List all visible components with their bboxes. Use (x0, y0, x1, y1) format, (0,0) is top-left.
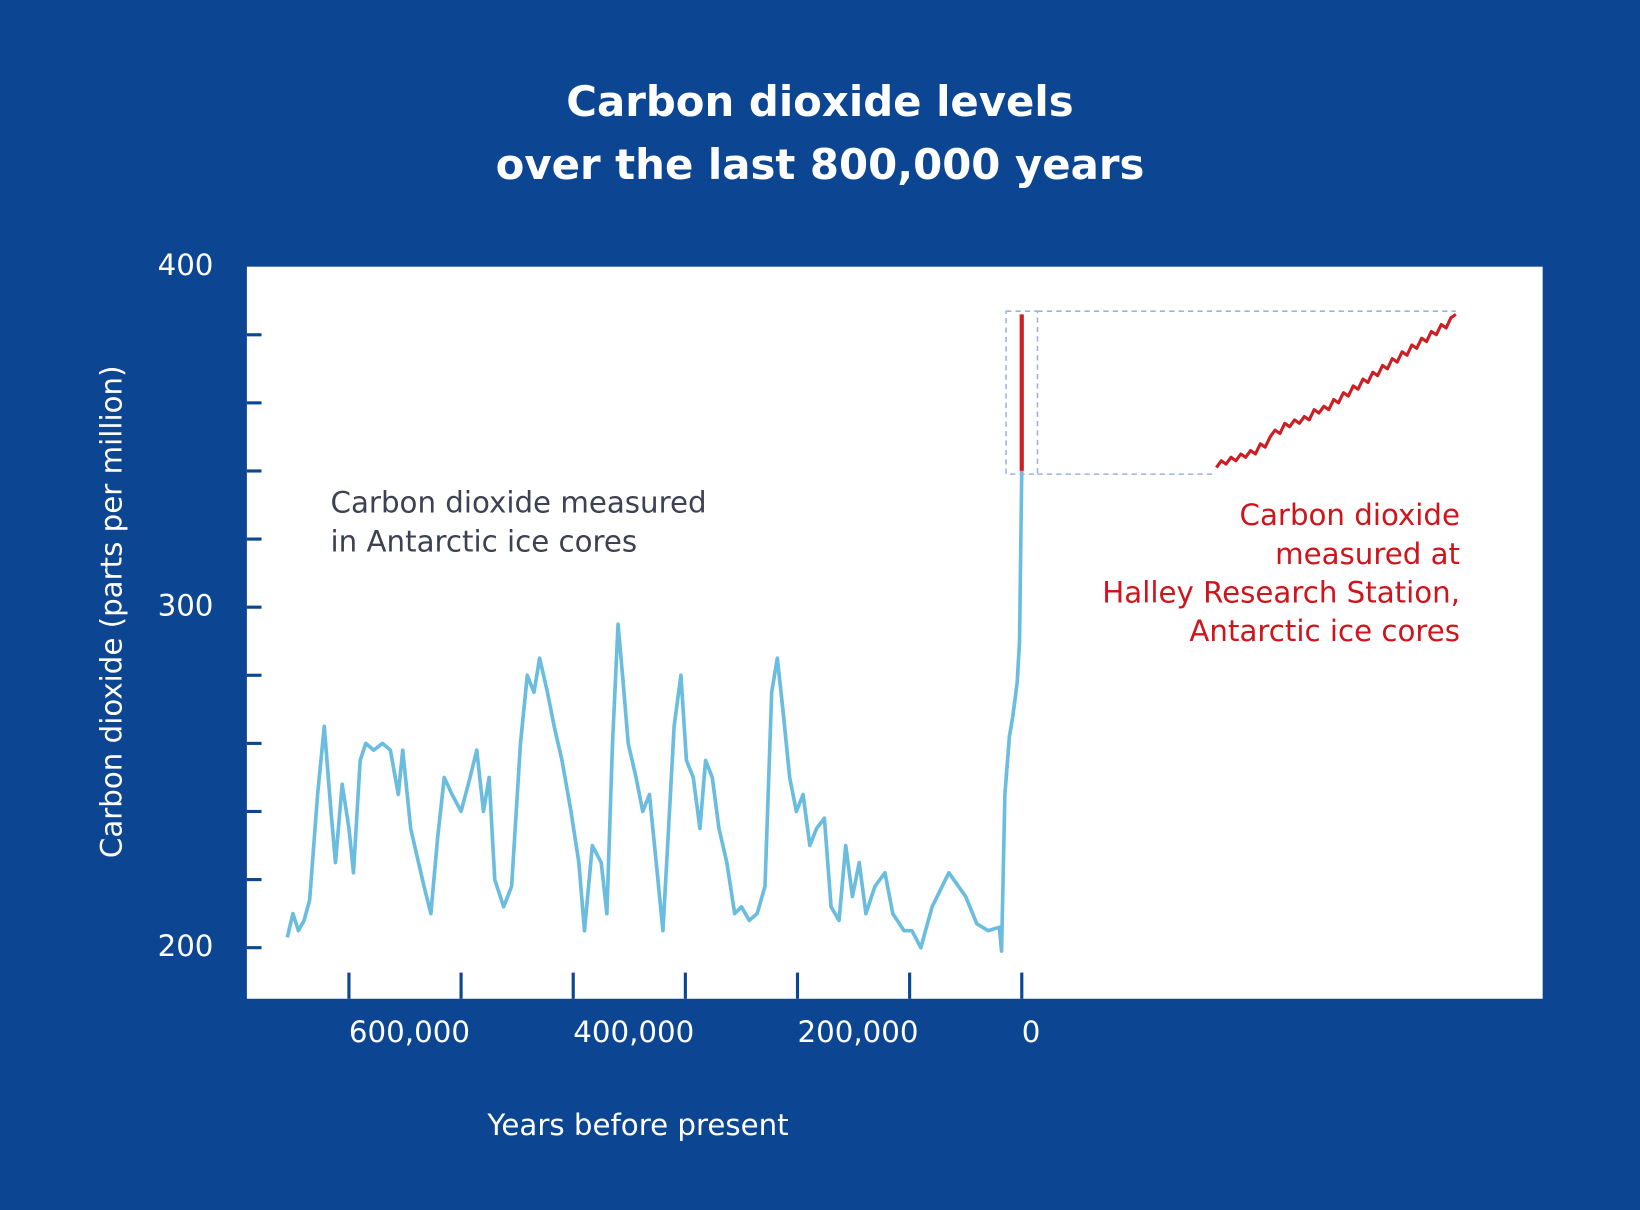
annotation: measured at (1275, 537, 1460, 571)
annotation: Halley Research Station, (1102, 576, 1460, 610)
annotation: Carbon dioxide measured (331, 486, 707, 520)
y-tick-label: 300 (158, 589, 214, 623)
y-axis-label: Carbon dioxide (parts per million) (95, 366, 129, 859)
annotation: Carbon dioxide (1240, 498, 1460, 532)
y-tick-label: 400 (158, 248, 214, 282)
x-tick-label: 200,000 (797, 1015, 918, 1049)
inset-line (1215, 313, 1457, 469)
x-tick-label: 0 (1022, 1015, 1041, 1049)
x-tick-label: 600,000 (349, 1015, 470, 1049)
chart-title: Carbon dioxide levels (566, 77, 1073, 126)
plot-area (246, 266, 1543, 999)
chart-title: over the last 800,000 years (496, 140, 1145, 189)
annotation: Antarctic ice cores (1189, 614, 1460, 648)
data-line (285, 470, 1024, 953)
x-tick-label: 400,000 (573, 1015, 694, 1049)
y-tick-label: 200 (158, 929, 214, 963)
annotation: in Antarctic ice cores (331, 524, 638, 558)
zoom-box (1005, 310, 1039, 475)
x-axis-label: Years before present (486, 1108, 788, 1142)
